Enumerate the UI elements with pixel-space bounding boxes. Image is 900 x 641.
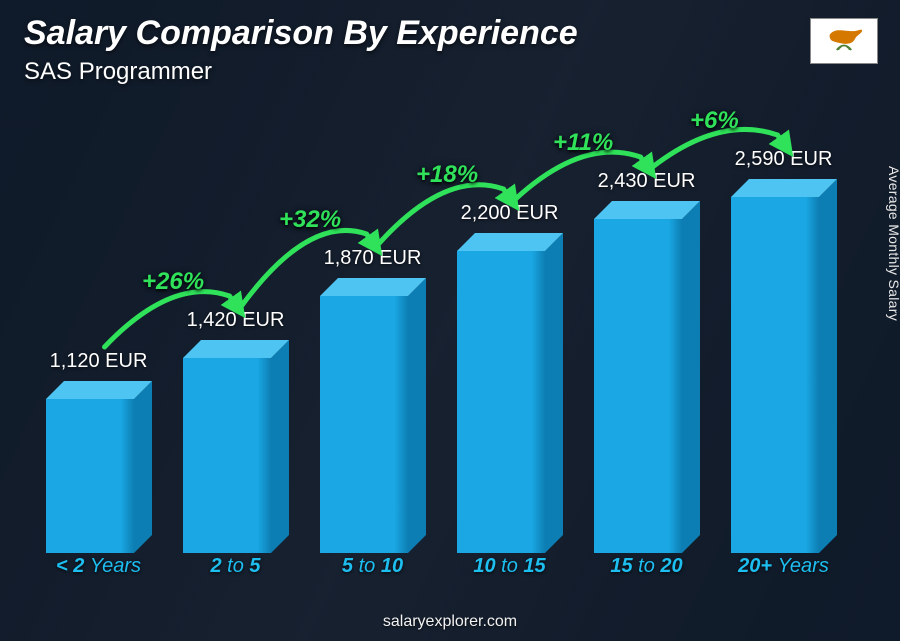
bar-value-label: 2,590 EUR: [735, 148, 833, 171]
bar: 2,590 EUR: [731, 179, 837, 553]
bar-slot: 2,430 EUR: [578, 100, 715, 553]
bar-front-face: [320, 296, 408, 553]
pct-change-label: +18%: [416, 161, 478, 189]
y-axis-label: Average Monthly Salary: [886, 166, 900, 321]
bar-slot: 1,420 EUR: [167, 100, 304, 553]
bar-front-face: [594, 219, 682, 553]
bar-side-face: [545, 233, 563, 553]
bar-side-face: [408, 278, 426, 553]
bar-top-face: [457, 233, 563, 251]
bar-front-face: [183, 358, 271, 553]
bar-top-face: [731, 179, 837, 197]
bar-value-label: 1,120 EUR: [50, 350, 148, 373]
bar-top-face: [594, 201, 700, 219]
x-axis-label: 2 to 5: [167, 555, 304, 581]
bar-value-label: 1,870 EUR: [324, 247, 422, 270]
bar: 2,430 EUR: [594, 201, 700, 553]
bar-side-face: [134, 381, 152, 553]
bar-value-label: 2,430 EUR: [598, 170, 696, 193]
x-axis-label: < 2 Years: [30, 555, 167, 581]
x-axis-labels: < 2 Years2 to 55 to 1010 to 1515 to 2020…: [30, 555, 852, 581]
bar-side-face: [271, 340, 289, 553]
chart-subtitle: SAS Programmer: [24, 58, 212, 86]
bar-top-face: [320, 278, 426, 296]
x-axis-label: 15 to 20: [578, 555, 715, 581]
cyprus-flag-icon: [817, 23, 871, 59]
chart-title: Salary Comparison By Experience: [24, 14, 578, 53]
bar-top-face: [183, 340, 289, 358]
salary-chart-infographic: Salary Comparison By Experience SAS Prog…: [0, 0, 900, 641]
bar-value-label: 1,420 EUR: [187, 309, 285, 332]
bar-side-face: [819, 179, 837, 553]
bar-slot: 2,590 EUR: [715, 100, 852, 553]
chart-area: 1,120 EUR 1,420 EUR 1,870 EUR 2,200 EUR 2,43…: [30, 100, 852, 581]
bar-front-face: [731, 197, 819, 553]
bar: 1,120 EUR: [46, 381, 152, 553]
bar-top-face: [46, 381, 152, 399]
footer-attribution: salaryexplorer.com: [0, 613, 900, 631]
bar-front-face: [46, 399, 134, 553]
bar-front-face: [457, 251, 545, 553]
pct-change-label: +11%: [553, 129, 613, 157]
bar: 1,420 EUR: [183, 340, 289, 553]
pct-change-label: +32%: [279, 206, 341, 234]
country-flag-cyprus: [810, 18, 878, 64]
bar-side-face: [682, 201, 700, 553]
x-axis-label: 10 to 15: [441, 555, 578, 581]
bar-slot: 1,120 EUR: [30, 100, 167, 553]
bar: 1,870 EUR: [320, 278, 426, 553]
pct-change-label: +26%: [142, 268, 204, 296]
bar: 2,200 EUR: [457, 233, 563, 553]
pct-change-label: +6%: [690, 107, 739, 135]
x-axis-label: 20+ Years: [715, 555, 852, 581]
x-axis-label: 5 to 10: [304, 555, 441, 581]
bar-value-label: 2,200 EUR: [461, 202, 559, 225]
